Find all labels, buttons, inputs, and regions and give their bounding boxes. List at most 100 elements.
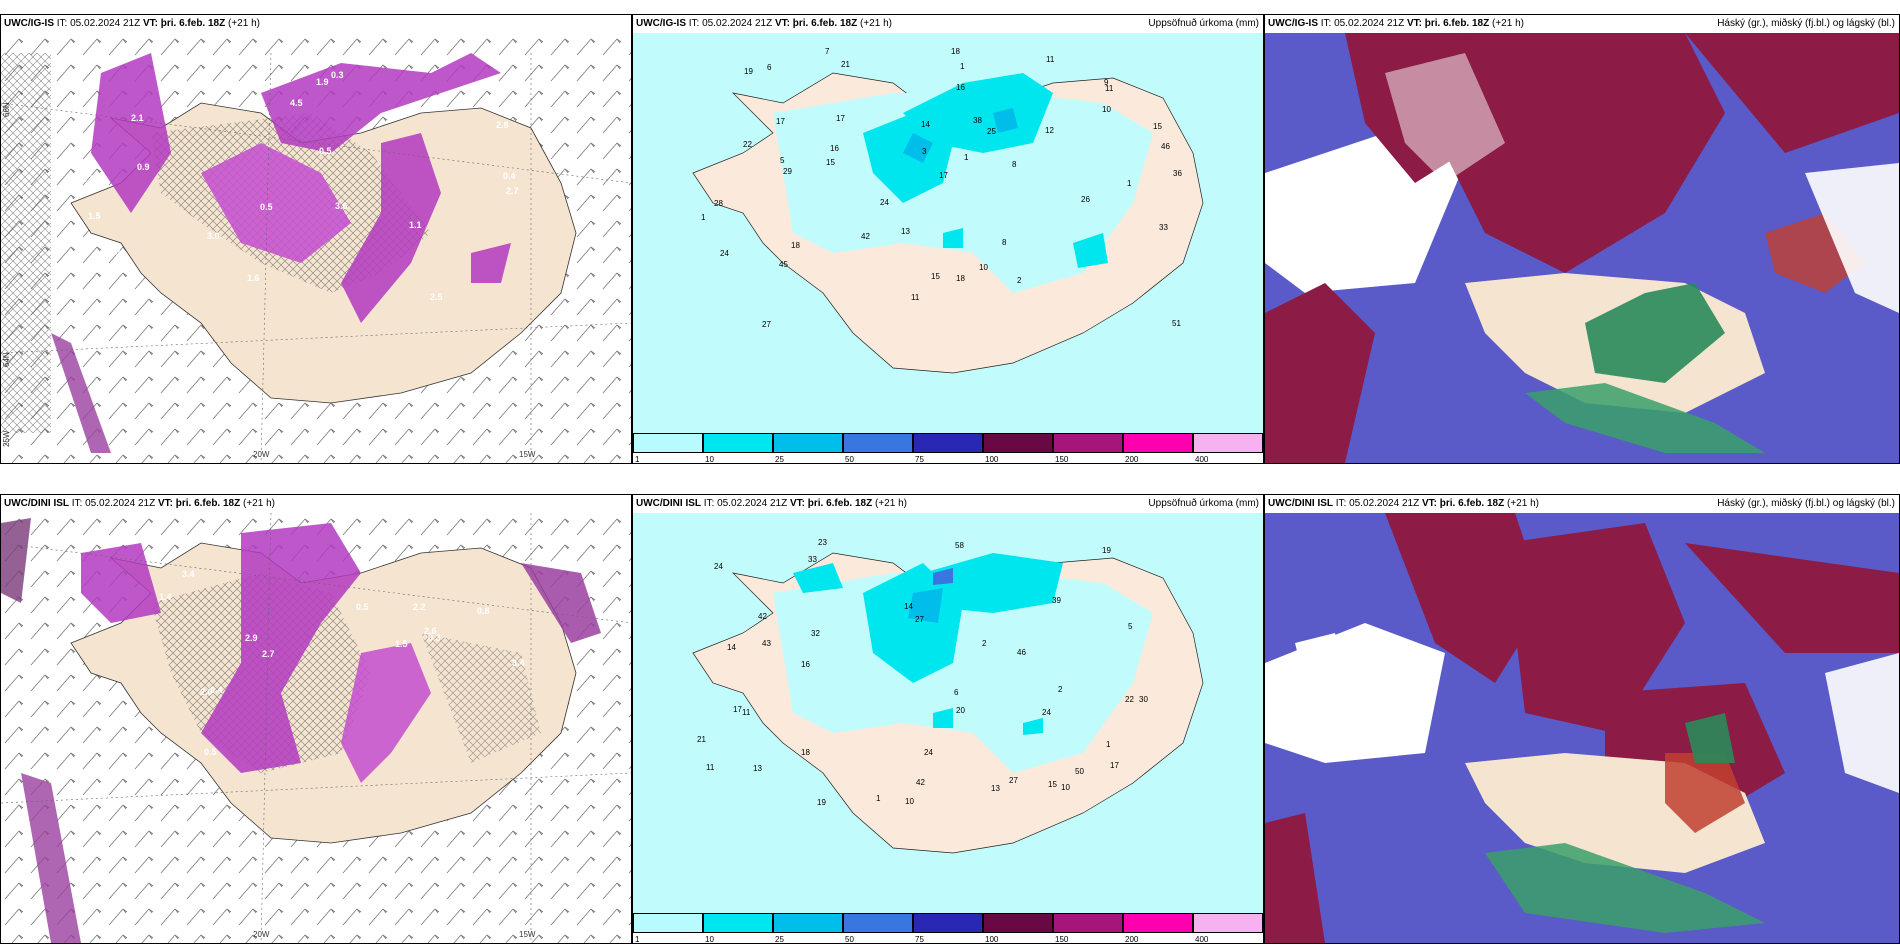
colorbar-swatch [1123,433,1193,453]
vt-label: VT: [1406,18,1422,29]
map-value-label: 3.6 [335,201,348,211]
colorbar-swatch [1193,433,1263,453]
map-value-label: 2.0 [200,687,213,697]
map-value-label: 20 [956,706,965,715]
vt-label: VT: [142,18,158,29]
map-value-label: 24 [720,249,729,258]
it-label: IT: [703,498,715,509]
map-value-label: 46 [1161,142,1170,151]
map-value-label: 33 [808,555,817,564]
map-value-label: 11 [742,708,751,717]
colorbar-label: 400 [1195,455,1209,464]
map-value-label: 13 [901,227,910,236]
panel-precip-bottom: UWC/DINI ISL IT: 05.02.2024 21Z VT: þri.… [632,494,1264,944]
wind-map: 20W 15W 2.7 3.4 2.9 2.0 2.5 2.6 3.4 2.2 1.4 0.5 0.… [1,513,631,943]
panel-header: UWC/IG-IS IT: 05.02.2024 21Z VT: þri. 6.… [633,15,1263,33]
model-name: UWC/DINI ISL [636,498,701,509]
map-value-label: 8 [1012,160,1017,169]
map-value-label: 10 [1061,783,1070,792]
panel-clouds-bottom: UWC/DINI ISL IT: 05.02.2024 21Z VT: þri.… [1264,494,1900,944]
map-value-label: 39 [1052,596,1061,605]
colorbar-label: 1 [635,935,640,944]
it-value: 05.02.2024 21Z [717,498,788,509]
map-value-label: 18 [801,748,810,757]
map-value-label: 14 [727,643,736,652]
map-value-label: 1.1 [409,220,422,230]
map-value-label: 1 [1127,179,1132,188]
panel-header: UWC/IG-IS IT: 05.02.2024 21Z VT: þri. 6.… [1,15,631,33]
map-value-label: 6 [767,63,772,72]
map-value-label: 14 [921,120,930,129]
lead-time: (+21 h) [228,18,260,29]
colorbar-swatch [913,913,983,933]
colorbar-swatch [703,433,773,453]
cloud-map [1265,33,1899,463]
it-value: 05.02.2024 21Z [1349,498,1420,509]
map-value-label: 0.4 [210,685,223,695]
map-value-label: 15 [826,158,835,167]
map-value-label: 12 [1045,126,1054,135]
colorbar-label: 150 [1055,455,1069,464]
lead-time: (+21 h) [243,498,275,509]
colorbar-label: 25 [775,935,784,944]
map-value-label: 10 [979,263,988,272]
map-value-label: 11 [911,293,920,302]
colorbar-swatch [983,433,1053,453]
map-value-label: 36 [1173,169,1182,178]
map-value-label: 2.8 [496,120,509,130]
panel-wind-bottom: UWC/DINI ISL IT: 05.02.2024 21Z VT: þri.… [0,494,632,944]
map-value-label: 2.2 [413,602,426,612]
map-value-label: 1 [876,794,881,803]
map-value-label: 3.4 [182,569,195,579]
map-value-label: 27 [915,615,924,624]
map-value-label: 6 [954,688,959,697]
map-value-label: 17 [1110,761,1119,770]
map-value-label: 27 [762,320,771,329]
panel-precip-top: UWC/IG-IS IT: 05.02.2024 21Z VT: þri. 6.… [632,14,1264,464]
map-value-label: 0.8 [477,606,490,616]
map-value-label: 0.5 [319,146,332,156]
map-value-label: 29 [783,167,792,176]
map-value-label: 42 [758,612,767,621]
colorbar-label: 200 [1125,935,1139,944]
map-value-label: 1 [960,62,965,71]
map-value-label: 1 [964,153,969,162]
colorbar-swatch [703,913,773,933]
colorbar-label: 10 [705,455,714,464]
it-label: IT: [71,498,83,509]
colorbar-swatch [1053,913,1123,933]
map-value-label: 18 [951,47,960,56]
map-value-label: 1.5 [395,639,408,649]
map-value-label: 19 [1102,546,1111,555]
model-name: UWC/IG-IS [1268,18,1318,29]
lat-label-66n: 66N [2,102,11,117]
map-value-label: 2 [1058,685,1063,694]
panel-header: UWC/DINI ISL IT: 05.02.2024 21Z VT: þri.… [1,495,631,513]
map-value-label: 19 [817,798,826,807]
colorbar-swatch [633,433,703,453]
lon-label-15w: 15W [519,930,536,939]
map-value-label: 38 [973,116,982,125]
map-value-label: 42 [916,778,925,787]
map-value-label: 32 [811,629,820,638]
map-value-label: 25 [987,127,996,136]
map-value-label: 7 [825,47,830,56]
map-value-label: 16 [956,83,965,92]
colorbar-label: 75 [915,935,924,944]
it-value: 05.02.2024 21Z [1334,18,1405,29]
panel-header: UWC/DINI ISL IT: 05.02.2024 21Z VT: þri.… [1265,495,1899,513]
map-value-label: 27 [1009,776,1018,785]
panel-title: Háský (gr.), miðský (fj.bl.) og lágský (… [1717,18,1895,29]
map-value-label: 18 [791,241,800,250]
map-value-label: 2.5 [430,292,443,302]
map-value-label: 11 [1046,55,1055,64]
map-value-label: 3 [922,147,927,156]
map-value-label: 14 [904,602,913,611]
map-value-label: 9 [1104,78,1109,87]
colorbar-swatch [1193,913,1263,933]
vt-value: þri. 6.feb. 18Z [792,18,858,29]
map-value-label: 13 [991,784,1000,793]
it-label: IT: [1320,18,1332,29]
